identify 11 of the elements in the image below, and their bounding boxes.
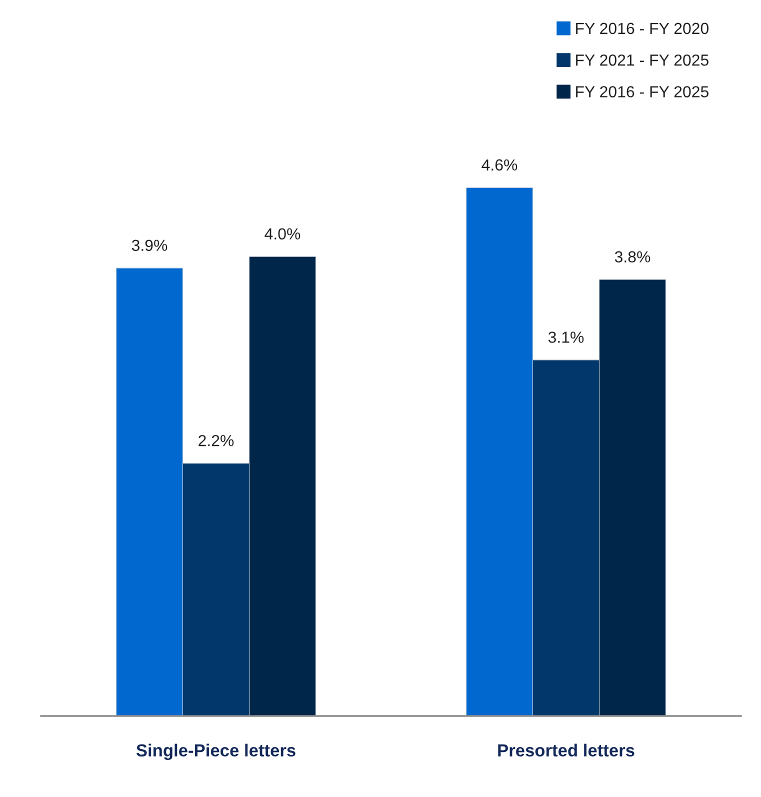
data-label: 2.2% <box>198 434 234 446</box>
data-label: 3.8% <box>614 251 650 262</box>
legend-label: FY 2016 - FY 2025 <box>576 86 708 98</box>
x-tick-label: Single-Piece letters <box>136 744 296 760</box>
data-label: 3.9% <box>132 240 168 251</box>
data-label: 3.1% <box>548 332 584 343</box>
legend-label: FY 2021 - FY 2025 <box>576 54 708 66</box>
x-tick-label: Presorted letters <box>498 744 634 757</box>
data-label: 4.6% <box>482 159 518 171</box>
data-label: 4.0% <box>264 228 300 240</box>
legend-label: FY 2016 - FY 2020 <box>576 22 709 34</box>
